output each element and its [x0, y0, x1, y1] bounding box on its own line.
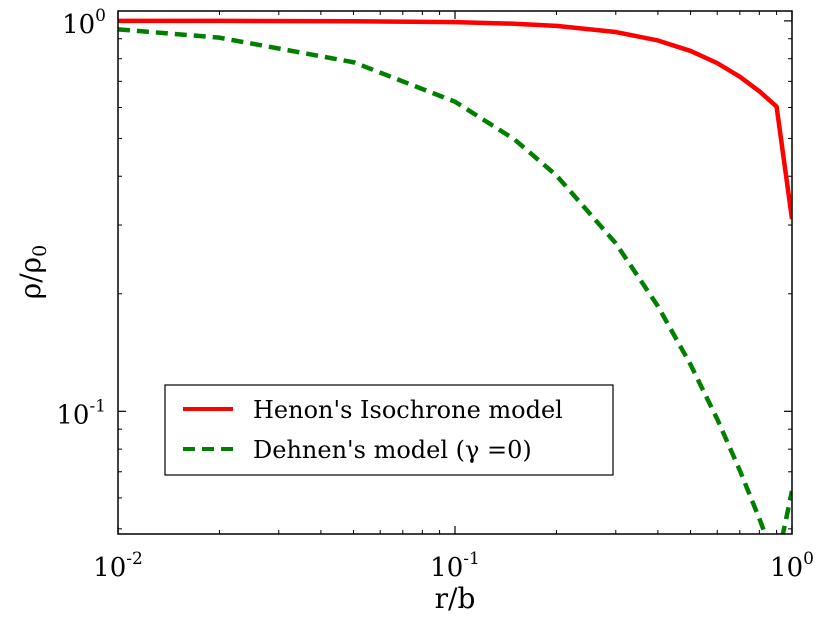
plot-frame — [117, 10, 793, 535]
y-axis-label-main: ρ/ρ — [14, 257, 47, 299]
x-tick-label-exp: 0 — [803, 549, 814, 569]
x-tick-label: 10-2 — [93, 549, 143, 583]
y-axis-label: ρ/ρ0 — [14, 245, 51, 299]
legend: Henon's Isochrone model Dehnen's model (… — [164, 384, 614, 476]
legend-label-dehnen: Dehnen's model (γ =0) — [253, 436, 532, 464]
x-tick-label-exp: -1 — [463, 549, 480, 569]
y-tick-label: 10-1 — [56, 396, 106, 430]
series-layer — [118, 18, 792, 534]
y-tick-label: 100 — [62, 6, 106, 40]
x-tick-label-base: 10 — [770, 553, 803, 583]
x-tick-label-base: 10 — [430, 553, 463, 583]
x-tick-labels: 10-2 10-1 100 — [93, 549, 814, 583]
y-tick-label-base: 10 — [56, 400, 89, 430]
y-axis-label-sub: 0 — [29, 245, 51, 257]
y-tick-label-exp: -1 — [89, 396, 106, 416]
y-tick-label-exp: 0 — [95, 6, 106, 26]
x-tick-label: 100 — [770, 549, 814, 583]
x-axis-label: r/b — [435, 582, 476, 615]
x-tick-label-base: 10 — [93, 553, 126, 583]
legend-label-henon: Henon's Isochrone model — [253, 396, 563, 424]
y-tick-label-base: 10 — [62, 10, 95, 40]
legend-box — [164, 384, 614, 476]
series-line-dehnen — [118, 27, 792, 534]
x-tick-label-exp: -2 — [126, 549, 143, 569]
series-line-henon — [118, 18, 792, 220]
x-tick-label: 10-1 — [430, 549, 480, 583]
